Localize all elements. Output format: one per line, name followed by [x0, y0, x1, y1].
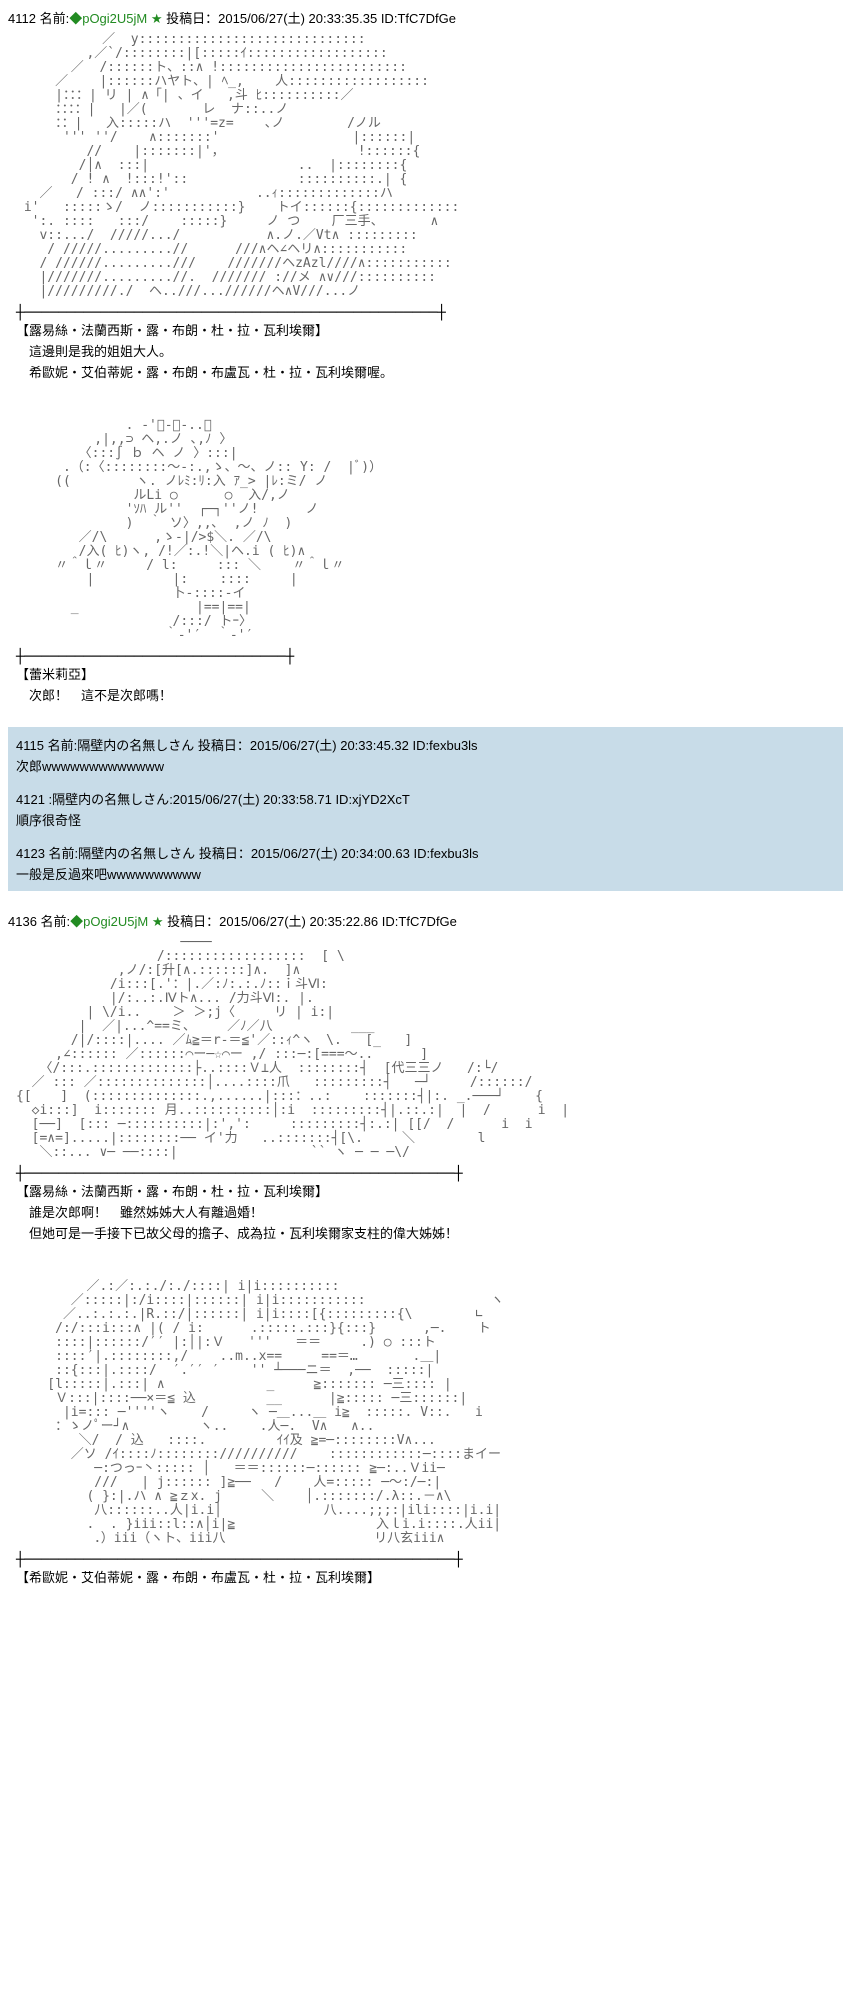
reply-name: 隔壁内の名無しさん — [77, 738, 194, 753]
tripcode: ◆pOgi2U5jM — [69, 11, 147, 26]
reply-date: :2015/06/27(土) 20:33:58.71 — [169, 792, 332, 807]
id-label: ID: — [413, 738, 430, 753]
post-id: TfC7DfGe — [398, 914, 457, 929]
divider-cross: ┼───────────────────────────────┼ — [16, 649, 843, 665]
reply-id: fexbu3ls — [430, 846, 478, 861]
caption-4: 【希歐妮・艾伯蒂妮・露・布朗・布盧瓦・杜・拉・瓦利埃爾】 — [16, 1568, 843, 1589]
reply-date: 2015/06/27(土) 20:33:45.32 — [250, 738, 409, 753]
ascii-art-4: ／.:／:.:./:./::::| i|i:::::::::: ／:::::|:… — [16, 1280, 843, 1546]
speaker-name: 【蕾米莉亞】 — [16, 665, 843, 686]
reply-block: 4115 名前:隔壁内の名無しさん 投稿日：2015/06/27(土) 20:3… — [8, 727, 843, 891]
post-date: 2015/06/27(土) 20:35:22.86 — [219, 914, 378, 929]
caption-1: 【露易絲・法蘭西斯・露・布朗・杜・拉・瓦利埃爾】 這邊則是我的姐姐大人。 希歐妮… — [16, 321, 843, 383]
post-4136: 4136 名前:◆pOgi2U5jM ★ 投稿日：2015/06/27(土) 2… — [8, 911, 843, 1589]
reply-body: 一般是反過來吧wwwwwwwwww — [16, 864, 835, 883]
dialogue-line: 誰是次郎啊！ 雖然姊姊大人有離過婚！ — [16, 1203, 843, 1224]
id-label: ID: — [413, 846, 430, 861]
divider-cross: ┼───────────────────────────────────────… — [16, 305, 843, 321]
name-label: 名前: — [41, 914, 71, 929]
post-header: 4136 名前:◆pOgi2U5jM ★ 投稿日：2015/06/27(土) 2… — [8, 911, 843, 930]
ascii-art-1: ／ y::::::::::::::::::::::::::::: ,／`/:::… — [16, 33, 843, 299]
reply-header: 4121 :隔壁内の名無しさん:2015/06/27(土) 20:33:58.7… — [16, 789, 835, 808]
reply-body: 順序很奇怪 — [16, 810, 835, 829]
dialogue-line: 次郎！ 這不是次郎嗎！ — [16, 686, 843, 707]
post-header: 4112 名前:◆pOgi2U5jM ★ 投稿日：2015/06/27(土) 2… — [8, 8, 843, 27]
ascii-art-3: ──── /:::::::::::::::::: [ \ ,ノ/:[升[∧.::… — [16, 936, 843, 1160]
ascii-art-2: . -'ﾞ-〜-..、 ,|,,⊃ ヘ,.ノ ､,ﾉ 〉 〈:::∫ ｂ ヘ ノ… — [16, 419, 843, 643]
star-icon: ★ — [152, 914, 164, 929]
post-4112: 4112 名前:◆pOgi2U5jM ★ 投稿日：2015/06/27(土) 2… — [8, 8, 843, 707]
date-label: 投稿日： — [166, 11, 218, 26]
date-label: 投稿日： — [167, 914, 219, 929]
reply-4123: 4123 名前:隔壁内の名無しさん 投稿日：2015/06/27(土) 20:3… — [16, 843, 835, 883]
reply-name: 隔壁内の名無しさん — [52, 792, 169, 807]
post-id: TfC7DfGe — [397, 11, 456, 26]
reply-name: 隔壁内の名無しさん — [78, 846, 195, 861]
caption-3: 【露易絲・法蘭西斯・露・布朗・杜・拉・瓦利埃爾】 誰是次郎啊！ 雖然姊姊大人有離… — [16, 1182, 843, 1244]
star-icon: ★ — [151, 11, 163, 26]
speaker-name: 【露易絲・法蘭西斯・露・布朗・杜・拉・瓦利埃爾】 — [16, 1182, 843, 1203]
reply-number: 4115 — [16, 738, 44, 753]
reply-id: fexbu3ls — [429, 738, 477, 753]
divider-cross: ┼───────────────────────────────────────… — [16, 1166, 843, 1182]
reply-number: 4121 — [16, 792, 45, 807]
speaker-name: 【露易絲・法蘭西斯・露・布朗・杜・拉・瓦利埃爾】 — [16, 321, 843, 342]
id-label: ID: — [381, 11, 398, 26]
reply-4121: 4121 :隔壁内の名無しさん:2015/06/27(土) 20:33:58.7… — [16, 789, 835, 829]
id-label: ID: — [335, 792, 352, 807]
speaker-name: 【希歐妮・艾伯蒂妮・露・布朗・布盧瓦・杜・拉・瓦利埃爾】 — [16, 1568, 843, 1589]
dialogue-line: 希歐妮・艾伯蒂妮・露・布朗・布盧瓦・杜・拉・瓦利埃爾喔。 — [16, 363, 843, 384]
tripcode: ◆pOgi2U5jM — [70, 914, 148, 929]
name-label: 名前: — [49, 846, 79, 861]
post-date: 2015/06/27(土) 20:33:35.35 — [218, 11, 377, 26]
reply-header: 4115 名前:隔壁内の名無しさん 投稿日：2015/06/27(土) 20:3… — [16, 735, 835, 754]
reply-date: 2015/06/27(土) 20:34:00.63 — [251, 846, 410, 861]
reply-id: xjYD2XcT — [352, 792, 410, 807]
post-number: 4112 — [8, 11, 36, 26]
date-label: 投稿日： — [199, 846, 251, 861]
reply-body: 次郎wwwwwwwwwwwww — [16, 756, 835, 775]
reply-number: 4123 — [16, 846, 45, 861]
caption-2: 【蕾米莉亞】 次郎！ 這不是次郎嗎！ — [16, 665, 843, 707]
post-number: 4136 — [8, 914, 37, 929]
date-label: 投稿日： — [198, 738, 250, 753]
divider-cross: ┼───────────────────────────────────────… — [16, 1552, 843, 1568]
dialogue-line: 這邊則是我的姐姐大人。 — [16, 342, 843, 363]
name-label: 名前: — [40, 11, 70, 26]
reply-header: 4123 名前:隔壁内の名無しさん 投稿日：2015/06/27(土) 20:3… — [16, 843, 835, 862]
id-label: ID: — [382, 914, 399, 929]
dialogue-line: 但她可是一手接下已故父母的擔子、成為拉・瓦利埃爾家支柱的偉大姊姊！ — [16, 1224, 843, 1245]
reply-4115: 4115 名前:隔壁内の名無しさん 投稿日：2015/06/27(土) 20:3… — [16, 735, 835, 775]
name-label: 名前: — [48, 738, 78, 753]
